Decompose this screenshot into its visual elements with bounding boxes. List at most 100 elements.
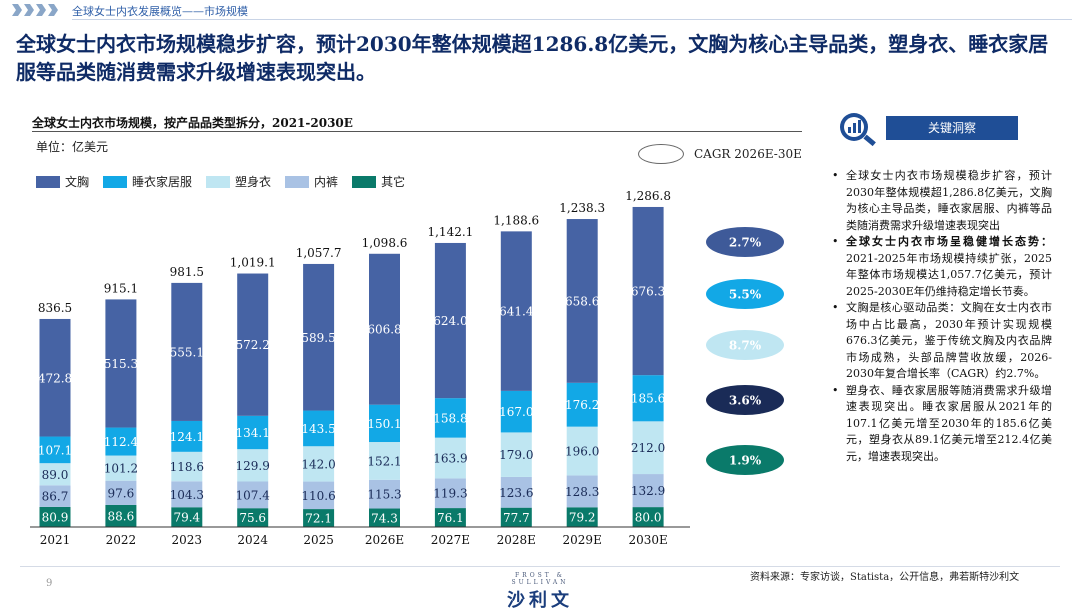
insight-text: 塑身衣、睡衣家居服等随消费需求升级增速表现突出。睡衣家居服从2021年的107.… — [846, 383, 1052, 463]
bar-segment — [632, 474, 664, 508]
bar-segment — [500, 231, 532, 391]
data-label: 107.1 — [38, 443, 72, 457]
data-label: 185.6 — [631, 392, 665, 406]
data-label: 167.0 — [499, 405, 533, 419]
legend-item: 睡衣家居服 — [103, 173, 192, 190]
cagr-value: 2.7% — [729, 236, 762, 250]
x-tick-label: 2024 — [237, 533, 268, 547]
bar-segment — [434, 478, 466, 509]
bar-segment — [39, 463, 71, 486]
bar-segment — [434, 437, 466, 479]
x-tick-label: 2029E — [563, 533, 602, 547]
insight-item: 文胸是核心驱动品类：文胸在女士内衣市场中占比最高，2030年预计实现规模676.… — [830, 300, 1052, 383]
data-label: 128.3 — [565, 485, 599, 499]
cagr-value: 3.6% — [729, 394, 762, 408]
data-label: 75.6 — [239, 511, 266, 525]
chart-title: 全球女士内衣市场规模，按产品品类型拆分，2021-2030E — [32, 116, 353, 130]
data-label: 86.7 — [42, 490, 69, 504]
bar-segment — [434, 398, 466, 438]
cagr-key: CAGR 2026E-30E — [638, 144, 802, 164]
data-label: 104.3 — [170, 488, 204, 502]
x-tick-label: 2026E — [365, 533, 404, 547]
insight-text: 2021-2025年市场规模持续扩张，2025年整体市场规模达1,057.7亿美… — [846, 251, 1052, 298]
legend-label: 内裤 — [314, 175, 339, 189]
legend-label: 塑身衣 — [235, 175, 272, 189]
chart-legend: 文胸 睡衣家居服 塑身衣 内裤 其它 — [36, 173, 405, 190]
bar-segment — [434, 508, 466, 527]
bar-segment — [632, 421, 664, 475]
bar-segment — [303, 263, 335, 411]
bar-segment — [500, 432, 532, 477]
data-label: 152.1 — [367, 454, 401, 468]
bar-segment — [105, 299, 137, 428]
cagr-value: 8.7% — [729, 339, 762, 353]
legend-swatch — [36, 175, 60, 188]
data-label: 142.0 — [301, 457, 335, 471]
bar-segment — [237, 415, 269, 450]
data-label: 150.1 — [367, 417, 401, 431]
data-label: 118.6 — [170, 460, 204, 474]
cagr-badge — [706, 385, 784, 415]
total-label: 1,057.7 — [296, 246, 342, 260]
bar-segment — [105, 504, 137, 527]
bar-segment — [369, 404, 400, 443]
bar-segment — [500, 476, 532, 508]
x-tick-label: 2028E — [497, 533, 536, 547]
header-divider — [72, 19, 1072, 20]
bar-segment — [369, 479, 400, 509]
data-label: 515.3 — [104, 357, 138, 371]
total-label: 836.5 — [38, 301, 72, 315]
data-label: 89.0 — [42, 468, 69, 482]
data-label: 88.6 — [108, 509, 135, 523]
cagr-badge — [706, 279, 784, 309]
unit-label: 单位：亿美元 — [36, 140, 109, 154]
legend-item: 内裤 — [285, 173, 338, 190]
cagr-value: 5.5% — [729, 288, 762, 302]
bar-segment — [303, 481, 335, 510]
legend-item: 其它 — [352, 173, 405, 190]
legend-swatch — [206, 175, 231, 188]
sullivan-logo: FROST & SULLIVAN 沙利文 — [490, 572, 590, 612]
data-label: 606.8 — [367, 323, 401, 337]
data-label: 72.1 — [305, 512, 332, 526]
legend-swatch — [103, 175, 128, 188]
total-label: 1,238.3 — [559, 201, 605, 215]
chevron-arrows-icon — [12, 4, 58, 16]
legend-item: 塑身衣 — [206, 173, 271, 190]
data-label: 658.6 — [565, 294, 599, 308]
bar-segment — [566, 426, 598, 476]
bar-segment — [105, 480, 137, 505]
stacked-bar-chart: 80.9 86.7 89.0 107.1 472.8 836.5 2021 88.6 97.6 1… — [30, 189, 784, 547]
data-label: 74.3 — [371, 511, 398, 525]
data-label: 676.3 — [631, 285, 665, 299]
bar-segment — [566, 507, 598, 527]
bar-segment — [105, 427, 137, 456]
data-label: 624.0 — [433, 314, 467, 328]
x-tick-label: 2022 — [106, 533, 137, 547]
bar-segment — [171, 481, 203, 508]
data-label: 79.2 — [569, 511, 596, 525]
data-label: 124.1 — [170, 430, 204, 444]
data-label: 572.2 — [236, 338, 270, 352]
data-label: 129.9 — [236, 459, 270, 473]
data-label: 179.0 — [499, 448, 533, 462]
bar-segment — [237, 449, 269, 482]
total-label: 981.5 — [170, 265, 204, 279]
data-label: 132.9 — [631, 484, 665, 498]
bar-segment — [632, 206, 664, 376]
page-number: 9 — [46, 578, 53, 589]
bar-segment — [566, 382, 598, 427]
bar-segment — [500, 507, 532, 527]
data-label: 212.0 — [631, 441, 665, 455]
data-label: 112.4 — [104, 435, 139, 449]
page-headline: 全球女士内衣市场规模稳步扩容，预计2030年整体规模超1286.8亿美元，文胸为… — [16, 32, 1049, 84]
data-label: 641.4 — [499, 305, 534, 319]
x-tick-label: 2030E — [628, 533, 667, 547]
cagr-value: 1.9% — [729, 454, 762, 468]
cagr-oval-icon — [638, 144, 684, 164]
data-label: 134.1 — [236, 426, 270, 440]
bar-segment — [500, 390, 532, 433]
bar-segment — [237, 481, 269, 509]
legend-label: 其它 — [381, 175, 406, 189]
logo-big-text: 沙利文 — [507, 590, 573, 611]
